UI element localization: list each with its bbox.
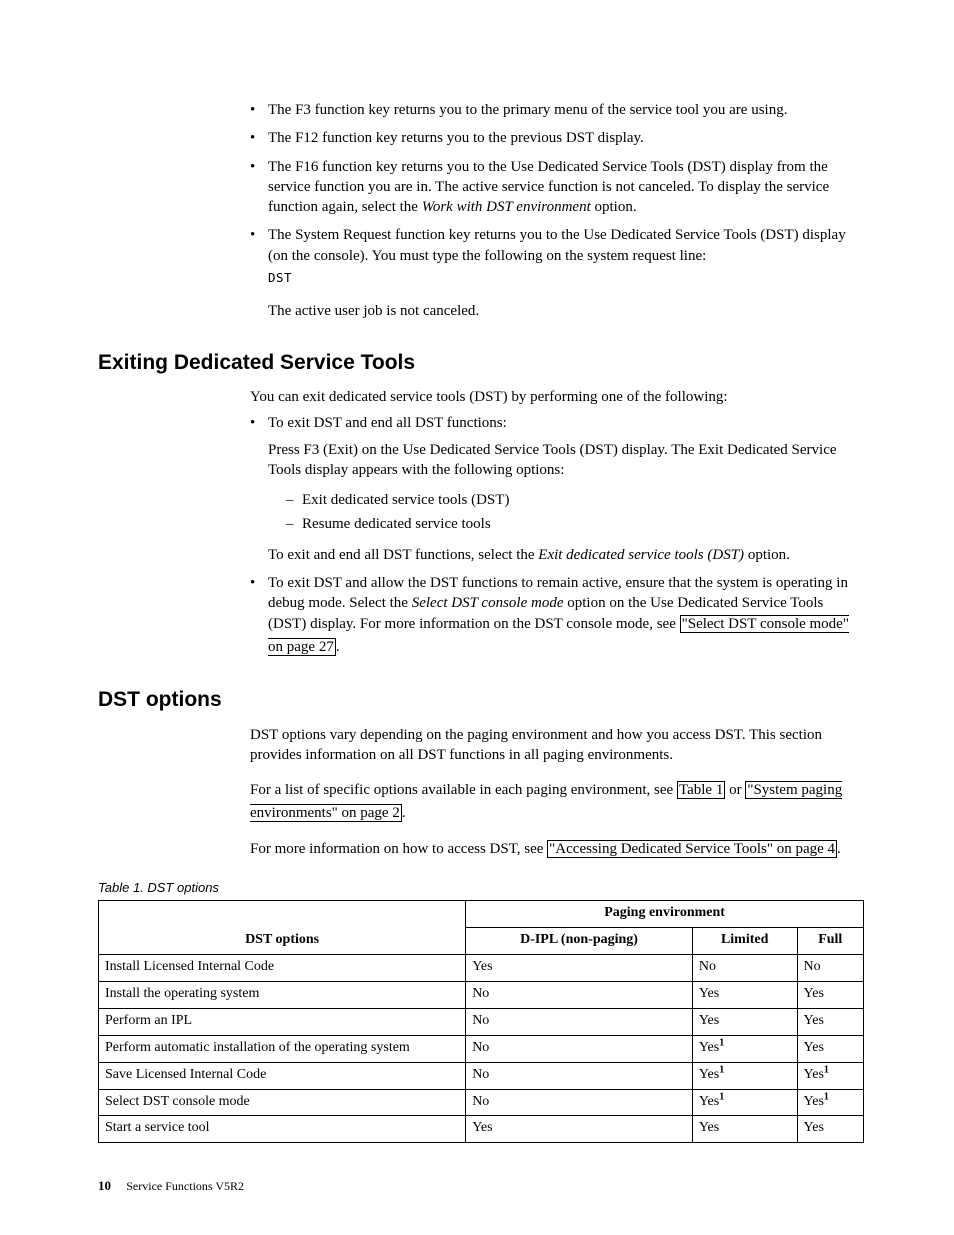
dash-item: Resume dedicated service tools <box>286 514 864 534</box>
cross-reference-link[interactable]: "System paging environments" on page 2 <box>250 781 842 822</box>
cell-option: Perform automatic installation of the op… <box>99 1035 466 1062</box>
dash-text: Resume dedicated service tools <box>302 516 491 532</box>
th-col: Limited <box>692 928 797 955</box>
cell-value: No <box>797 955 863 982</box>
table-caption: Table 1. DST options <box>98 879 864 897</box>
cell-value: Yes <box>797 1116 863 1143</box>
th-options: DST options <box>99 901 466 955</box>
cell-value: Yes1 <box>692 1062 797 1089</box>
section2-body: DST options vary depending on the paging… <box>250 725 864 861</box>
cell-option: Select DST console mode <box>99 1089 466 1116</box>
bullet-item: The System Request function key returns … <box>250 225 864 321</box>
dash-text: Exit dedicated service tools (DST) <box>302 492 509 508</box>
bullet-text: To exit DST and allow the DST functions … <box>268 575 849 656</box>
cell-option: Install the operating system <box>99 982 466 1009</box>
cell-option: Start a service tool <box>99 1116 466 1143</box>
dash-list: Exit dedicated service tools (DST) Resum… <box>286 490 864 535</box>
table-row: Start a service toolYesYesYes <box>99 1116 864 1143</box>
th-paging-env: Paging environment <box>466 901 864 928</box>
cross-reference-link[interactable]: "Accessing Dedicated Service Tools" on p… <box>547 840 837 858</box>
cell-value: Yes <box>692 982 797 1009</box>
bullet-item: To exit DST and allow the DST functions … <box>250 573 864 659</box>
heading-exiting-dst: Exiting Dedicated Service Tools <box>98 349 864 377</box>
sub-para: Press F3 (Exit) on the Use Dedicated Ser… <box>268 440 864 481</box>
tail-para: To exit and end all DST functions, selec… <box>268 545 864 565</box>
cell-value: Yes <box>466 1116 693 1143</box>
cell-value: Yes1 <box>692 1089 797 1116</box>
bullet-text: The F12 function key returns you to the … <box>268 130 644 146</box>
cell-value: No <box>466 982 693 1009</box>
table-row: Select DST console modeNoYes1Yes1 <box>99 1089 864 1116</box>
bullet-item: To exit DST and end all DST functions: P… <box>250 413 864 565</box>
section2-p1: DST options vary depending on the paging… <box>250 725 864 766</box>
section1-intro: You can exit dedicated service tools (DS… <box>250 387 864 407</box>
intro-bullet-block: The F3 function key returns you to the p… <box>250 100 864 321</box>
dash-item: Exit dedicated service tools (DST) <box>286 490 864 510</box>
table-row: Install the operating systemNoYesYes <box>99 982 864 1009</box>
italic-text: Work with DST environment <box>422 199 591 215</box>
italic-text: Exit dedicated service tools (DST) <box>538 547 744 563</box>
page: The F3 function key returns you to the p… <box>0 0 954 1235</box>
footnote-marker: 1 <box>824 1091 829 1102</box>
table-row: Install Licensed Internal CodeYesNoNo <box>99 955 864 982</box>
th-col: D-IPL (non-paging) <box>466 928 693 955</box>
table-row: Perform automatic installation of the op… <box>99 1035 864 1062</box>
table-row: Perform an IPLNoYesYes <box>99 1008 864 1035</box>
cell-value: Yes1 <box>797 1089 863 1116</box>
table-row: Save Licensed Internal CodeNoYes1Yes1 <box>99 1062 864 1089</box>
cross-reference-link[interactable]: Table 1 <box>677 781 725 799</box>
cell-value: Yes <box>692 1116 797 1143</box>
intro-bullets: The F3 function key returns you to the p… <box>250 100 864 321</box>
cell-value: Yes <box>797 1035 863 1062</box>
bullet-text: The F16 function key returns you to the … <box>268 159 829 216</box>
doc-title: Service Functions V5R2 <box>126 1179 244 1193</box>
bullet-text: The System Request function key returns … <box>268 227 846 263</box>
cell-option: Install Licensed Internal Code <box>99 955 466 982</box>
section2-p2: For a list of specific options available… <box>250 779 864 824</box>
footnote-marker: 1 <box>824 1064 829 1075</box>
cell-value: Yes1 <box>797 1062 863 1089</box>
footnote-marker: 1 <box>719 1037 724 1048</box>
section2-p3: For more information on how to access DS… <box>250 838 864 861</box>
dst-options-table: DST options Paging environment D-IPL (no… <box>98 900 864 1143</box>
th-col: Full <box>797 928 863 955</box>
cell-value: No <box>466 1062 693 1089</box>
cell-value: Yes <box>797 1008 863 1035</box>
cell-value: Yes1 <box>692 1035 797 1062</box>
cell-value: Yes <box>797 982 863 1009</box>
cell-value: Yes <box>692 1008 797 1035</box>
section1-body: You can exit dedicated service tools (DS… <box>250 387 864 658</box>
cross-reference-link[interactable]: "Select DST console mode" on page 27 <box>268 615 849 656</box>
heading-dst-options: DST options <box>98 686 864 714</box>
table-body: Install Licensed Internal CodeYesNoNoIns… <box>99 955 864 1143</box>
bullet-lead: To exit DST and end all DST functions: <box>268 415 507 431</box>
code-line: DST <box>268 270 864 287</box>
cell-option: Save Licensed Internal Code <box>99 1062 466 1089</box>
section1-bullets: To exit DST and end all DST functions: P… <box>250 413 864 658</box>
bullet-item: The F3 function key returns you to the p… <box>250 100 864 120</box>
cell-value: No <box>466 1089 693 1116</box>
footnote-marker: 1 <box>719 1064 724 1075</box>
bullet-item: The F12 function key returns you to the … <box>250 128 864 148</box>
page-number: 10 <box>98 1178 111 1193</box>
page-footer: 10 Service Functions V5R2 <box>98 1177 864 1195</box>
bullet-item: The F16 function key returns you to the … <box>250 157 864 218</box>
cell-value: No <box>466 1008 693 1035</box>
cell-value: No <box>466 1035 693 1062</box>
italic-text: Select DST console mode <box>412 595 564 611</box>
bullet-text: The F3 function key returns you to the p… <box>268 102 787 118</box>
after-para: The active user job is not canceled. <box>268 301 864 321</box>
footnote-marker: 1 <box>719 1091 724 1102</box>
cell-value: Yes <box>466 955 693 982</box>
cell-value: No <box>692 955 797 982</box>
cell-option: Perform an IPL <box>99 1008 466 1035</box>
